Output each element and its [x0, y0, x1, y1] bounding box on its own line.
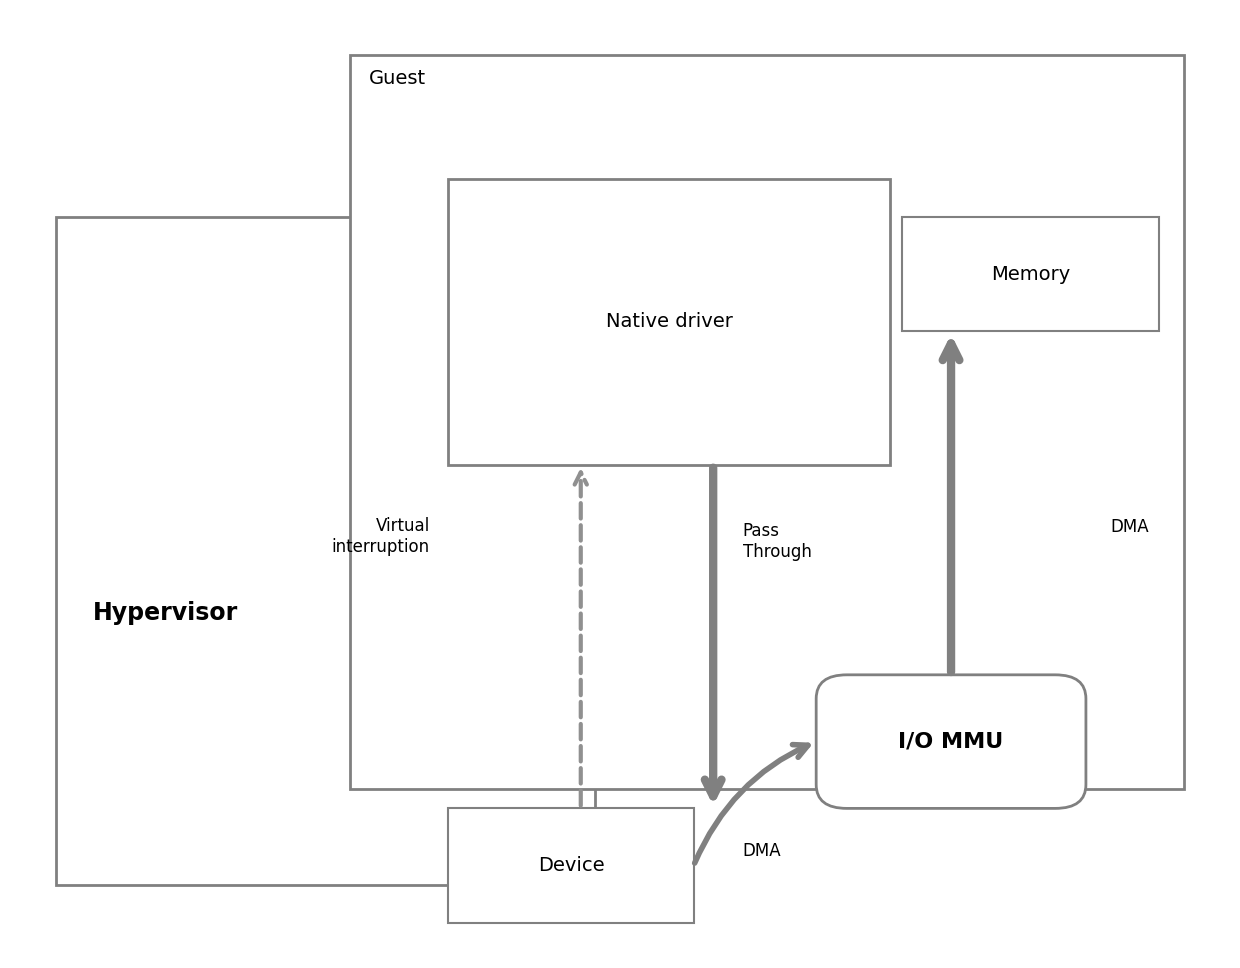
- Bar: [56, 217, 595, 885]
- Text: Hypervisor: Hypervisor: [93, 601, 238, 624]
- Bar: [449, 179, 890, 465]
- Text: Native driver: Native driver: [605, 313, 733, 331]
- Text: Guest: Guest: [368, 69, 425, 88]
- Bar: [350, 54, 1184, 789]
- Text: Virtual
interruption: Virtual interruption: [332, 517, 430, 556]
- Bar: [901, 217, 1159, 331]
- Text: I/O MMU: I/O MMU: [899, 732, 1003, 751]
- Bar: [449, 808, 693, 923]
- Text: Device: Device: [538, 856, 604, 875]
- Text: Pass
Through: Pass Through: [743, 522, 811, 560]
- Text: Memory: Memory: [991, 264, 1070, 284]
- FancyBboxPatch shape: [816, 675, 1086, 808]
- Text: DMA: DMA: [1111, 518, 1149, 536]
- Text: DMA: DMA: [743, 842, 781, 861]
